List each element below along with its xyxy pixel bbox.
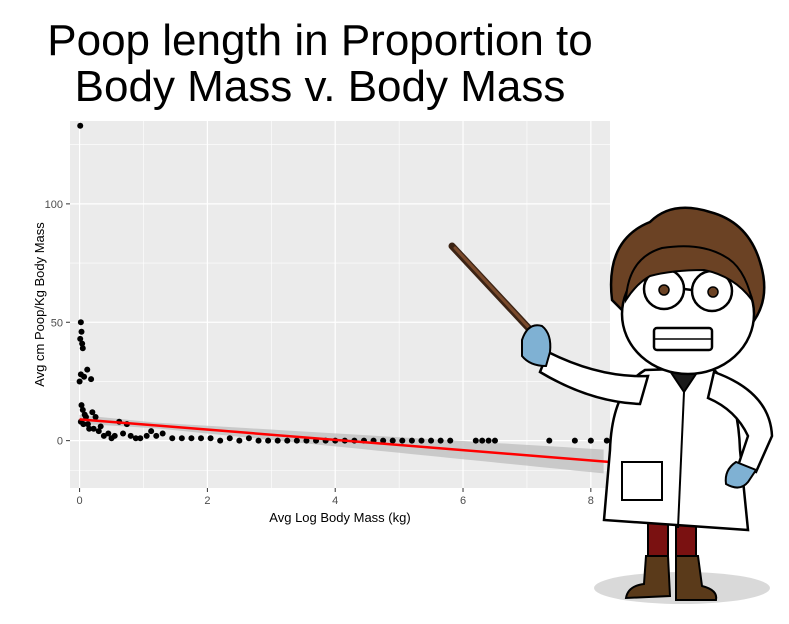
y-axis-ticks: 0 50 100 <box>45 199 70 448</box>
x-tick-label: 4 <box>332 495 338 507</box>
data-point <box>188 435 195 442</box>
chart-title-line-2: Body Mass v. Body Mass <box>74 62 566 111</box>
data-point <box>97 423 104 430</box>
y-axis-label: Avg cm Poop/Kg Body Mass <box>32 222 47 387</box>
data-point <box>88 376 95 383</box>
data-point <box>78 402 85 409</box>
scientist-illustration <box>448 206 774 604</box>
data-point <box>81 373 88 380</box>
data-point <box>127 432 134 439</box>
data-point <box>159 430 166 437</box>
grid-major <box>70 121 610 488</box>
x-axis-ticks: 0 2 4 6 8 <box>77 488 594 507</box>
data-point <box>137 435 144 442</box>
data-point <box>111 432 118 439</box>
data-point <box>90 425 97 432</box>
data-point <box>274 437 281 444</box>
data-point <box>120 430 127 437</box>
data-point <box>380 437 387 444</box>
coat-pocket <box>621 461 663 501</box>
y-tick-label: 100 <box>45 199 63 211</box>
data-point <box>78 328 85 335</box>
data-point <box>79 345 86 352</box>
data-point <box>245 435 252 442</box>
chart-title-line-1: Poop length in Proportion to <box>47 16 593 65</box>
x-tick-label: 6 <box>460 495 466 507</box>
data-point <box>437 437 444 444</box>
data-point <box>571 437 578 444</box>
left-boot <box>624 555 672 600</box>
data-point <box>265 437 272 444</box>
raised-glove <box>521 324 552 368</box>
data-point <box>143 432 150 439</box>
data-point <box>293 437 300 444</box>
raised-arm <box>538 350 650 406</box>
x-tick-label: 0 <box>77 495 83 507</box>
data-point <box>236 437 243 444</box>
data-point <box>77 319 84 326</box>
data-point <box>587 437 594 444</box>
data-point <box>485 437 492 444</box>
data-point <box>408 437 415 444</box>
x-tick-label: 8 <box>588 495 594 507</box>
data-point <box>80 421 87 428</box>
data-point <box>255 437 262 444</box>
y-tick-label: 50 <box>51 317 63 329</box>
coat-seam <box>677 391 685 529</box>
data-point <box>79 340 86 347</box>
data-point <box>284 437 291 444</box>
data-point <box>84 366 91 373</box>
data-point <box>76 378 83 385</box>
right-boot <box>675 555 718 601</box>
data-point <box>198 435 205 442</box>
data-point <box>546 437 553 444</box>
data-point <box>418 437 425 444</box>
data-point <box>77 122 84 129</box>
data-point <box>389 437 396 444</box>
glasses-bridge <box>683 287 693 292</box>
data-point <box>148 428 155 435</box>
data-point <box>472 437 479 444</box>
data-point <box>226 435 233 442</box>
data-point <box>479 437 486 444</box>
data-point <box>92 413 99 420</box>
data-point <box>153 432 160 439</box>
data-point <box>86 425 93 432</box>
data-point <box>217 437 224 444</box>
left-eye <box>658 284 670 296</box>
data-point <box>84 421 91 428</box>
trend-line-group <box>79 418 611 464</box>
data-point <box>82 413 89 420</box>
data-point <box>100 432 107 439</box>
right-eye <box>707 286 719 298</box>
lowered-glove <box>724 460 758 489</box>
pointer-stick-highlight <box>453 246 534 333</box>
data-point <box>207 435 214 442</box>
data-point <box>132 435 139 442</box>
data-point <box>105 430 112 437</box>
hair-fringe <box>624 245 753 304</box>
grid-minor <box>70 121 610 488</box>
x-axis-label: Avg Log Body Mass (kg) <box>269 510 410 525</box>
data-point <box>89 409 96 416</box>
lowered-arm <box>706 370 774 474</box>
data-point <box>603 437 610 444</box>
y-tick-label: 0 <box>57 436 63 448</box>
chart-title: Poop length in Proportion to Body Mass v… <box>0 18 640 110</box>
data-point <box>95 428 102 435</box>
data-point <box>428 437 435 444</box>
data-point <box>77 335 84 342</box>
data-point <box>491 437 498 444</box>
data-point <box>178 435 185 442</box>
left-leg <box>647 519 669 561</box>
data-point <box>447 437 454 444</box>
x-tick-label: 2 <box>204 495 210 507</box>
data-point <box>399 437 406 444</box>
data-point <box>303 437 310 444</box>
data-point <box>79 406 86 413</box>
data-point <box>169 435 176 442</box>
trend-line <box>79 418 611 464</box>
